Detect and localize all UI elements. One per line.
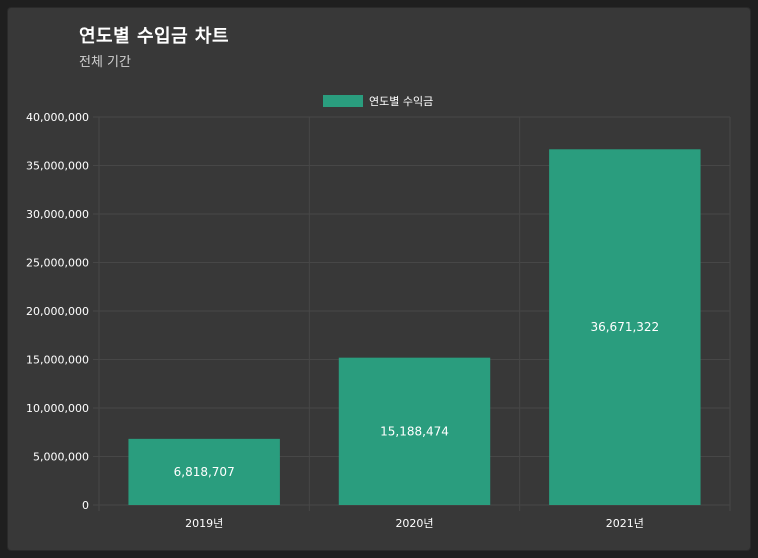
- bar-value-label: 15,188,474: [380, 424, 449, 438]
- legend-label: 연도별 수익금: [369, 95, 434, 108]
- y-tick-label: 40,000,000: [26, 111, 89, 124]
- bar: [338, 357, 491, 505]
- bar-value-label: 36,671,322: [590, 320, 659, 334]
- y-tick-label: 10,000,000: [26, 402, 89, 415]
- y-tick-label: 20,000,000: [26, 305, 89, 318]
- bar: [549, 149, 701, 505]
- x-tick-label: 2019년: [185, 517, 223, 530]
- y-tick-label: 15,000,000: [26, 354, 89, 367]
- x-tick-label: 2020년: [395, 517, 433, 530]
- x-tick-label: 2021년: [606, 517, 644, 530]
- legend-swatch: [323, 95, 363, 107]
- y-tick-label: 35,000,000: [26, 160, 89, 173]
- bar: [128, 438, 280, 505]
- y-tick-label: 30,000,000: [26, 208, 89, 221]
- bar-value-label: 6,818,707: [174, 465, 235, 479]
- chart-title: 연도별 수입금 차트: [79, 26, 230, 47]
- y-tick-label: 25,000,000: [26, 257, 89, 270]
- bar-chart: 0 5,000,000 10,000,000 15,000,000 20,000,000…: [26, 111, 731, 530]
- y-tick-label: 0: [82, 499, 89, 512]
- chart-legend[interactable]: 연도별 수익금: [323, 94, 433, 108]
- y-tick-label: 5,000,000: [33, 451, 89, 464]
- chart-subtitle: 전체 기간: [79, 55, 131, 70]
- chart-card: 연도별 수입금 차트 전체 기간 연도별 수익금 0 5,000,000 10,00…: [8, 8, 750, 550]
